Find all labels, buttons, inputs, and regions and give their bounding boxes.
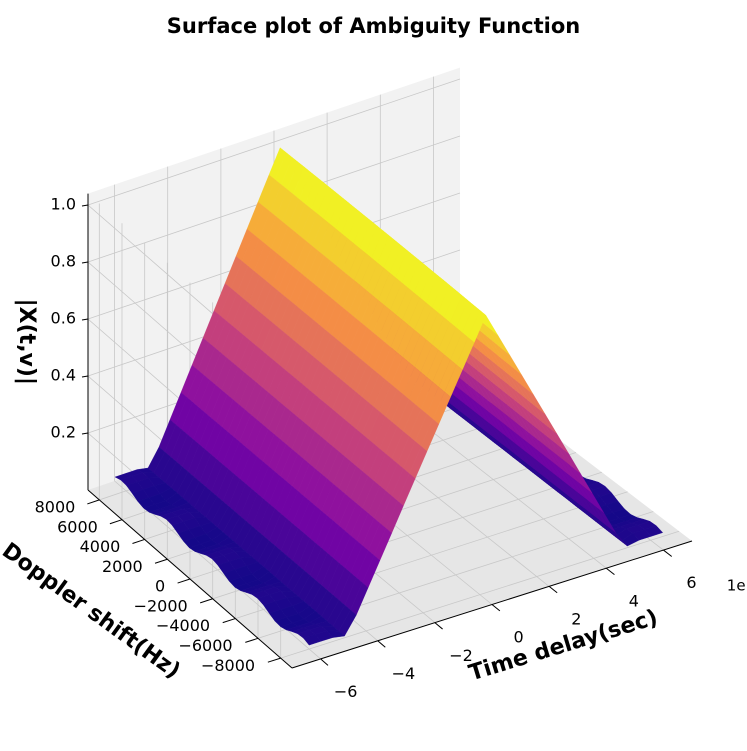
x-tick-label: −4 bbox=[392, 664, 416, 683]
y-tick-label: 8000 bbox=[35, 498, 76, 517]
x-tick-label: −2 bbox=[449, 646, 473, 665]
z-tick-label: 1.0 bbox=[51, 195, 76, 214]
z-tick-label: 0.6 bbox=[51, 309, 76, 328]
x-tick-mark bbox=[434, 622, 443, 630]
y-tick-mark bbox=[177, 578, 191, 584]
y-tick-mark bbox=[222, 618, 236, 624]
y-tick-label: 4000 bbox=[80, 537, 121, 556]
y-tick-label: −4000 bbox=[156, 616, 210, 635]
x-tick-mark bbox=[663, 549, 673, 557]
y-tick-mark bbox=[245, 637, 259, 643]
y-tick-mark bbox=[267, 657, 281, 663]
x-axis-label: Time delay(sec) bbox=[466, 605, 661, 686]
y-tick-mark bbox=[109, 519, 123, 525]
y-tick-label: 0 bbox=[155, 577, 165, 596]
z-tick-mark bbox=[81, 432, 89, 435]
z-tick-mark bbox=[81, 204, 89, 207]
y-tick-mark bbox=[200, 598, 213, 604]
z-tick-mark bbox=[81, 375, 89, 378]
x-tick-mark bbox=[491, 604, 501, 612]
z-tick-label: 0.4 bbox=[51, 366, 76, 385]
x-tick-mark bbox=[605, 567, 615, 576]
y-tick-label: −2000 bbox=[134, 596, 188, 615]
z-axis-label: |X(t,v)| bbox=[14, 299, 39, 385]
chart-title: Surface plot of Ambiguity Function bbox=[166, 14, 581, 38]
x-tick-label: 4 bbox=[629, 591, 639, 610]
z-tick-mark bbox=[81, 318, 89, 321]
z-tick-mark bbox=[81, 261, 89, 264]
y-tick-mark bbox=[132, 538, 145, 544]
y-tick-mark bbox=[87, 499, 100, 505]
x-tick-label: −6 bbox=[334, 682, 358, 701]
y-tick-mark bbox=[154, 558, 168, 564]
x-gridline bbox=[114, 184, 321, 660]
surface-patch bbox=[303, 634, 322, 646]
y-tick-label: −6000 bbox=[178, 636, 232, 655]
x-tick-mark bbox=[377, 640, 386, 648]
y-tick-label: 2000 bbox=[102, 557, 143, 576]
z-tick-label: 0.8 bbox=[51, 252, 76, 271]
x-tick-label: 6 bbox=[686, 573, 696, 592]
y-tick-label: 6000 bbox=[57, 517, 98, 536]
x-tick-mark bbox=[320, 658, 329, 666]
y-tick-label: −8000 bbox=[201, 656, 255, 675]
x-tick-label: 2 bbox=[571, 610, 581, 629]
z-tick-label: 0.2 bbox=[51, 423, 76, 442]
x-offset-label: 1e−6 bbox=[727, 577, 747, 595]
x-tick-label: 0 bbox=[514, 628, 524, 647]
x-tick-mark bbox=[548, 585, 558, 594]
